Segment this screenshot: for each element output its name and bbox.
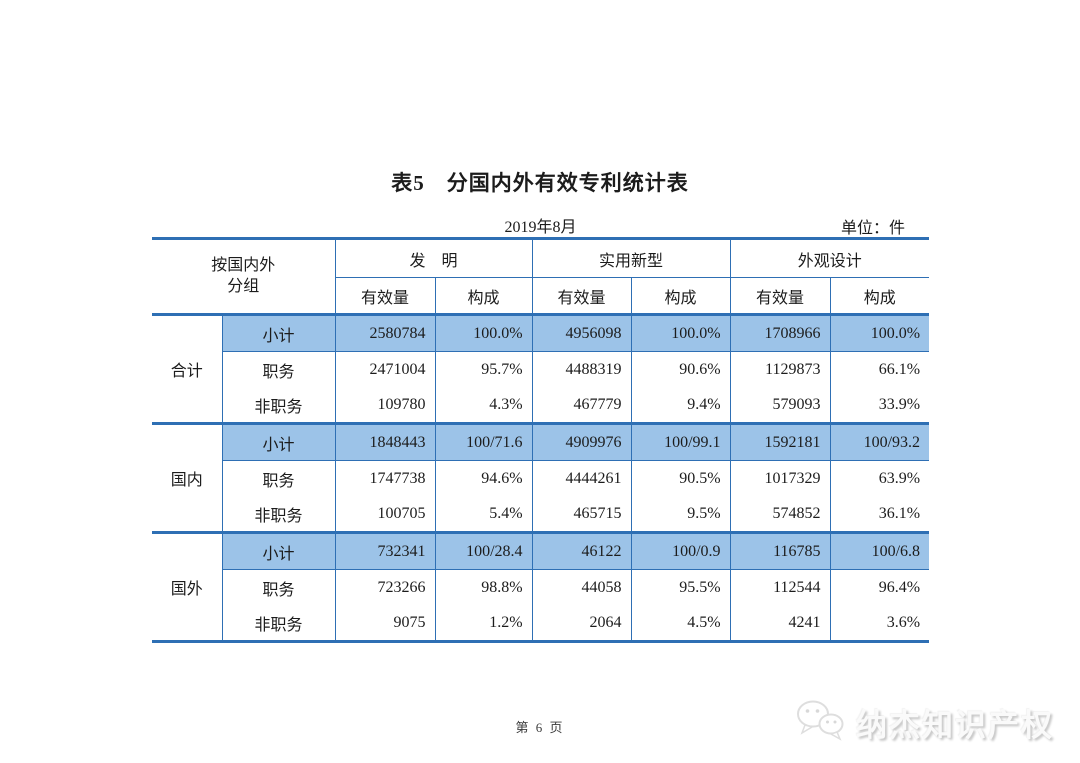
cell-value: 36.1% xyxy=(878,504,921,522)
subheader-valid-count: 有效量 xyxy=(335,277,436,316)
row-label: 非职务 xyxy=(222,387,336,424)
cell-value: 1017329 xyxy=(730,460,831,496)
row-label: 职务 xyxy=(222,460,336,496)
group-label-total: 合计 xyxy=(152,313,223,424)
subheader-composition: 构成 xyxy=(631,277,731,316)
cell-value: 465715 xyxy=(532,496,632,533)
cell-value: 90.6% xyxy=(631,351,731,387)
cell-value: 1747738 xyxy=(335,460,436,496)
table-title: 表5 分国内外有效专利统计表 xyxy=(391,171,689,195)
cell-value: 100/93.2 xyxy=(830,422,930,461)
cell-value: 4241 xyxy=(730,605,831,643)
cell-value: 9075 xyxy=(335,605,436,643)
cell-value: 66.1% xyxy=(878,360,921,378)
cell-value: 4.5% xyxy=(631,605,731,643)
row-group-header-line1: 按国内外 xyxy=(211,256,276,274)
cell-value: 100/28.4 xyxy=(435,531,533,570)
row-label: 小计 xyxy=(222,531,336,570)
cell-value: 100/6.8 xyxy=(830,531,930,570)
report-date: 2019年8月 xyxy=(504,219,577,236)
cell-value: 4488319 xyxy=(532,351,632,387)
cell-value: 33.9% xyxy=(878,395,921,413)
table-row: 非职务 109780 4.3% 467779 9.4% 579093 33.9% xyxy=(152,387,929,424)
row-label: 小计 xyxy=(222,422,336,461)
unit-label: 单位：件 xyxy=(840,220,905,237)
table-container: 按国内外 分组 发 明 实用新型 外观设计 有效量 构成 有效量 构成 有效量 … xyxy=(152,237,930,643)
cell-value: 109780 xyxy=(335,387,436,424)
cell-value: 63.9% xyxy=(878,469,921,487)
watermark: 纳杰知识产权 xyxy=(796,698,1054,747)
cell-value: 3.6% xyxy=(830,605,930,643)
cell-value: 723266 xyxy=(335,569,436,605)
table-row: 国外 小计 732341 100/28.4 46122 100/0.9 1167… xyxy=(152,531,930,643)
cell-value: 1592181 xyxy=(730,422,831,461)
cell-value: 46122 xyxy=(532,531,632,570)
cell-value: 467779 xyxy=(532,387,632,424)
page-number: 第 6 页 xyxy=(515,720,565,735)
row-label: 非职务 xyxy=(222,496,336,533)
cell-value: 9.4% xyxy=(631,387,731,424)
cell-value: 732341 xyxy=(335,531,436,570)
cell-value: 9.5% xyxy=(631,496,731,533)
cell-value: 112544 xyxy=(730,569,831,605)
wechat-bubbles-icon xyxy=(796,698,848,747)
cell-value: 2064 xyxy=(532,605,632,643)
subheader-valid-count: 有效量 xyxy=(730,277,831,316)
row-label: 小计 xyxy=(222,313,336,352)
col-group-design: 外观设计 xyxy=(730,237,930,278)
cell-value: 4.3% xyxy=(435,387,533,424)
cell-value: 116785 xyxy=(730,531,831,570)
cell-value: 100/0.9 xyxy=(631,531,731,570)
cell-value: 100705 xyxy=(335,496,436,533)
table-row: 职务 2471004 95.7% 4488319 90.6% 1129873 6… xyxy=(152,351,929,387)
cell-value: 579093 xyxy=(730,387,831,424)
table-meta: 2019年8月 单位：件 xyxy=(152,213,929,237)
table-row: 非职务 100705 5.4% 465715 9.5% 574852 36.1% xyxy=(152,496,929,533)
row-label: 职务 xyxy=(222,569,336,605)
cell-value: 1708966 xyxy=(730,313,831,352)
table-row: 国内 小计 1848443 100/71.6 4909976 100/99.1 … xyxy=(152,422,930,533)
table-row: 非职务 9075 1.2% 2064 4.5% 4241 3.6% xyxy=(152,605,930,643)
row-group-header: 按国内外 分组 xyxy=(152,237,336,316)
cell-value: 1129873 xyxy=(730,351,831,387)
row-label: 职务 xyxy=(222,351,336,387)
table-row: 合计 小计 2580784 100.0% 4956098 100.0% 1708… xyxy=(152,313,930,424)
table-row: 职务 723266 98.8% 44058 95.5% 112544 96.4% xyxy=(152,569,929,605)
cell-value: 1.2% xyxy=(435,605,533,643)
cell-value: 94.6% xyxy=(435,460,533,496)
cell-value: 100/99.1 xyxy=(631,422,731,461)
col-group-utility-model: 实用新型 xyxy=(532,237,731,278)
watermark-text: 纳杰知识产权 xyxy=(856,708,1054,743)
row-group-header-line2: 分组 xyxy=(227,277,260,295)
cell-value: 98.8% xyxy=(435,569,533,605)
cell-value: 95.7% xyxy=(435,351,533,387)
cell-value: 4444261 xyxy=(532,460,632,496)
cell-value: 5.4% xyxy=(435,496,533,533)
cell-value: 90.5% xyxy=(631,460,731,496)
cell-value: 44058 xyxy=(532,569,632,605)
col-group-invention: 发 明 xyxy=(335,237,533,278)
cell-value: 96.4% xyxy=(878,578,921,596)
cell-value: 2580784 xyxy=(335,313,436,352)
cell-value: 100.0% xyxy=(435,313,533,352)
row-label: 非职务 xyxy=(222,605,336,643)
cell-value: 4956098 xyxy=(532,313,632,352)
subheader-composition: 构成 xyxy=(830,277,930,316)
cell-value: 1848443 xyxy=(335,422,436,461)
subheader-composition: 构成 xyxy=(435,277,533,316)
group-label-foreign: 国外 xyxy=(152,531,223,643)
cell-value: 574852 xyxy=(730,496,831,533)
cell-value: 95.5% xyxy=(631,569,731,605)
cell-value: 2471004 xyxy=(335,351,436,387)
cell-value: 100.0% xyxy=(830,313,930,352)
patent-statistics-table: 按国内外 分组 发 明 实用新型 外观设计 有效量 构成 有效量 构成 有效量 … xyxy=(152,237,930,643)
table-row: 职务 1747738 94.6% 4444261 90.5% 1017329 6… xyxy=(152,460,929,496)
cell-value: 4909976 xyxy=(532,422,632,461)
group-label-domestic: 国内 xyxy=(152,422,223,533)
subheader-valid-count: 有效量 xyxy=(532,277,632,316)
cell-value: 100/71.6 xyxy=(435,422,533,461)
cell-value: 100.0% xyxy=(631,313,731,352)
